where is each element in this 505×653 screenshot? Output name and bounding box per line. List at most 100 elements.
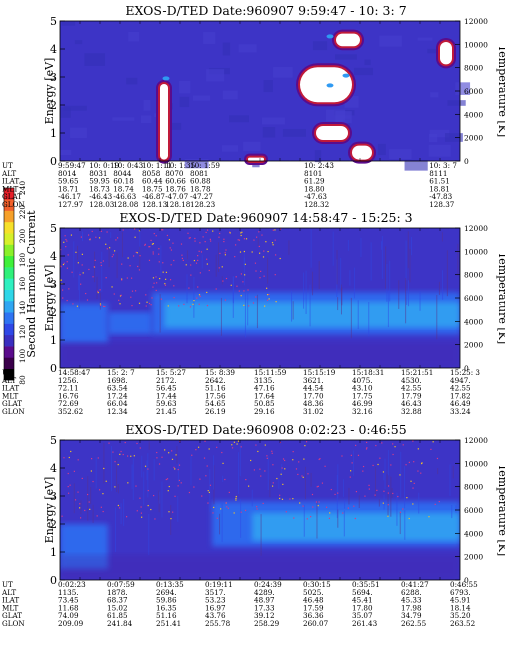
table-row-label: GLAT [2,611,22,620]
noise-dot [206,248,208,250]
noise-dot [102,510,104,513]
noise-dot [182,259,184,262]
table-cell: 128.13 [142,200,168,209]
noise-dot [279,497,281,500]
noise-dot [117,237,119,239]
noise-dot [102,493,104,495]
noise-dot [113,293,115,295]
noise-dot [206,304,209,307]
intensity-band [60,303,108,343]
noise-dot [292,459,294,461]
intensity-band [252,512,460,541]
noise-dot [100,264,102,267]
noise-dot [60,248,62,251]
noise-dot [188,237,190,239]
colorbar-tick-label: 100 [18,349,27,364]
noise-dot [62,263,65,266]
noise-dot [295,468,298,470]
background-texture [61,21,76,26]
noise-dot [159,277,161,280]
noise-streak [222,475,224,483]
noise-dot [334,493,336,496]
noise-dot [236,443,238,445]
noise-streak [408,280,410,307]
noise-dot [68,288,70,290]
noise-dot [223,240,225,243]
noise-dot [279,441,282,444]
table-cell: 59.86 [156,596,177,605]
table-row-label: UT [2,580,13,589]
noise-streak [389,260,391,302]
noise-dot [168,485,170,488]
noise-dot [262,502,264,505]
noise-dot [216,446,218,448]
noise-dot [268,293,270,296]
noise-streak [404,466,406,509]
noise-streak [147,453,149,498]
noise-dot [132,255,135,257]
noise-dot [158,253,160,255]
noise-dot [220,508,222,510]
table-cell: 33.24 [450,407,471,416]
table-cell: 5025. [303,588,324,597]
noise-dot [100,262,102,264]
noise-dot [264,444,266,446]
background-texture [238,44,257,53]
noise-dot [148,259,151,261]
noise-streak [141,455,143,478]
colorbar-swatch [4,323,14,336]
noise-dot [225,277,228,280]
noise-dot [198,294,201,296]
noise-dot [74,499,77,501]
table-cell: 16.76 [58,391,79,400]
noise-dot [173,259,175,262]
noise-dot [127,455,129,457]
noise-streak [418,492,420,514]
background-texture [429,129,450,138]
noise-dot [155,289,157,292]
noise-dot [204,241,206,243]
noise-dot [281,498,284,500]
noise-streak [341,287,343,306]
noise-dot [63,241,65,243]
noise-streak [383,473,385,481]
colorbar-swatch [4,267,14,279]
noise-dot [120,294,122,296]
table-cell: 18.71 [58,184,79,193]
noise-dot [81,253,83,255]
noise-dot [81,264,83,266]
noise-dot [412,440,414,442]
intensity-spot [326,83,334,88]
background-texture [353,67,374,76]
colorbar-swatch [4,312,14,324]
noise-dot [193,299,195,302]
table-cell: 260.07 [303,619,329,628]
y-right-tick-label: 12000 [464,436,488,445]
noise-dot [177,468,179,471]
noise-streak [446,250,448,297]
noise-dot [137,265,139,268]
noise-dot [146,301,148,303]
noise-streak [451,505,453,519]
background-texture [379,35,402,47]
noise-dot [231,444,233,446]
noise-dot [227,507,229,509]
noise-dot [204,440,206,442]
noise-dot [233,512,235,514]
noise-dot [187,232,189,234]
noise-dot [365,448,368,450]
noise-dot [195,262,198,264]
noise-dot [243,238,246,240]
table-cell: 16.35 [156,603,177,612]
noise-streak [344,500,346,509]
noise-dot [170,518,172,520]
y-right-tick-label: 6000 [464,87,483,96]
noise-dot [374,494,376,496]
noise-dot [410,480,412,482]
noise-streak [343,510,345,537]
noise-dot [169,247,171,249]
noise-dot [279,494,281,496]
table-cell: 6793. [450,588,471,597]
background-texture [222,90,238,100]
noise-streak [375,467,377,498]
